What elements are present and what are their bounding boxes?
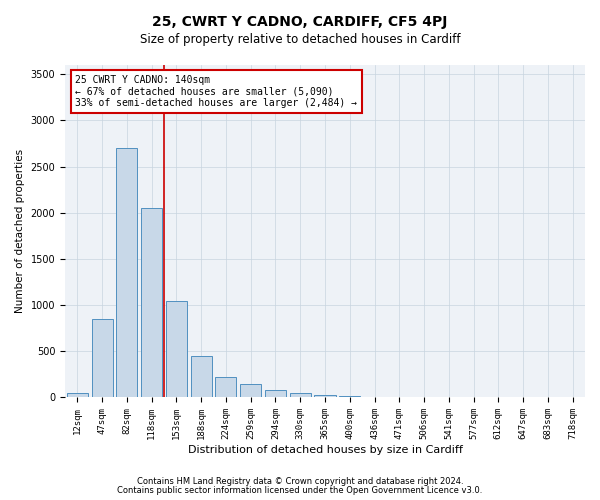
Bar (116, 148, 137, 398)
Bar (215, 377, 236, 398)
Text: Contains public sector information licensed under the Open Government Licence v3: Contains public sector information licen… (118, 486, 482, 495)
Bar (92, 319, 113, 398)
Bar (265, 390, 286, 398)
Bar (364, 396, 385, 398)
Bar (191, 356, 212, 398)
Bar (141, 208, 162, 398)
Text: Contains HM Land Registry data © Crown copyright and database right 2024.: Contains HM Land Registry data © Crown c… (137, 477, 463, 486)
Y-axis label: Number of detached properties: Number of detached properties (15, 149, 25, 314)
Text: 25 CWRT Y CADNO: 140sqm
← 67% of detached houses are smaller (5,090)
33% of semi: 25 CWRT Y CADNO: 140sqm ← 67% of detache… (76, 75, 358, 108)
X-axis label: Distribution of detached houses by size in Cardiff: Distribution of detached houses by size … (188, 445, 463, 455)
Bar (240, 384, 261, 398)
Text: Size of property relative to detached houses in Cardiff: Size of property relative to detached ho… (140, 32, 460, 46)
Bar (67, 393, 88, 398)
Bar (290, 393, 311, 398)
Bar (166, 300, 187, 398)
Bar (339, 396, 360, 398)
Bar (314, 394, 335, 398)
Text: 25, CWRT Y CADNO, CARDIFF, CF5 4PJ: 25, CWRT Y CADNO, CARDIFF, CF5 4PJ (152, 15, 448, 29)
